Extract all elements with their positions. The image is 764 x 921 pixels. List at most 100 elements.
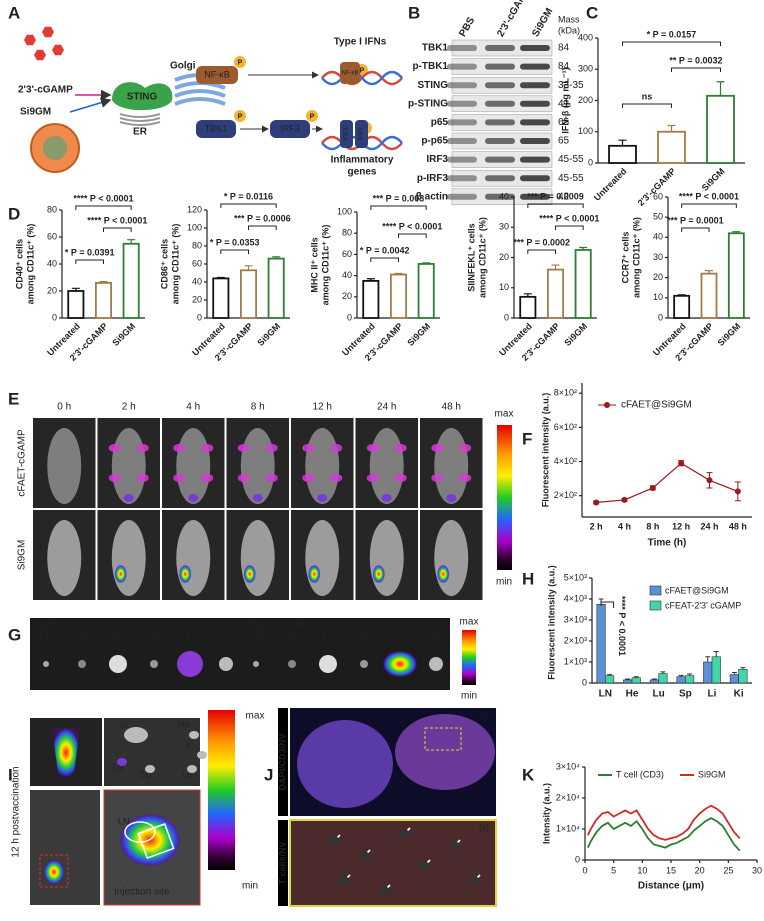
phospho-label: P: [238, 113, 243, 120]
signal: [394, 444, 407, 452]
sting-shape: [112, 82, 173, 111]
x-tick-label: Lu: [653, 689, 665, 700]
legend-label: cFAET@Si9GM: [621, 400, 692, 411]
y-tick-label: 0: [504, 312, 509, 322]
organ: [78, 660, 86, 668]
legend-marker: [604, 402, 610, 408]
blot-band: [485, 45, 515, 51]
blot-band: [447, 175, 477, 182]
y-axis-label: CD40⁺ cells: [14, 239, 24, 289]
significance-label: **** P < 0.0001: [679, 191, 739, 201]
signal: [265, 474, 278, 482]
significance-label: * P = 0.0391: [65, 247, 115, 257]
y-axis-label: among CD11c⁺ (%): [631, 217, 641, 298]
y-tick-label: 40: [47, 258, 57, 268]
inflammatory-label: Inflammatory: [331, 155, 394, 166]
significance-bracket: [370, 257, 399, 262]
significance-label: * P = 0.0353: [210, 237, 260, 247]
panel-letter: F: [522, 429, 532, 448]
y-tick-label: 30: [653, 252, 663, 262]
organ: [189, 731, 199, 739]
organ: [383, 651, 417, 677]
x-axis-label: Distance (μm): [638, 881, 704, 892]
colorbar-label: min: [242, 881, 258, 892]
signal: [330, 474, 343, 482]
y-axis-label: CCR7⁺ cells: [620, 232, 630, 284]
significance-bracket: [370, 205, 427, 210]
signal: [302, 444, 315, 452]
time-label: 12 h: [313, 402, 332, 413]
x-tick-label: Si9GM: [700, 166, 727, 193]
x-tick-label: 20: [695, 865, 705, 875]
arrow: [468, 872, 483, 887]
bar: [267, 257, 285, 319]
signal: [431, 444, 444, 452]
y-tick-label: 120: [187, 204, 202, 214]
legend-label: Si9GM: [698, 769, 726, 779]
significance-label: **** P < 0.0001: [539, 213, 599, 223]
blot-band: [447, 45, 477, 51]
error-bar: [71, 287, 80, 291]
signal: [123, 494, 134, 502]
y-tick-label: 0: [588, 157, 593, 167]
blot-band: [447, 63, 477, 70]
y-axis-label: IFN-β (pg mL⁻¹): [560, 67, 570, 133]
arrow: [328, 832, 343, 847]
blot-mass: 42: [558, 191, 570, 202]
x-tick-label: LN: [599, 689, 612, 700]
ligand-label: 2'3'-cGAMP: [18, 85, 73, 96]
type1-label: Type I IFNs: [334, 37, 387, 48]
signal: [265, 444, 278, 452]
x-axis-label: Time (h): [648, 538, 687, 549]
blot-band: [485, 119, 515, 126]
signal: [114, 565, 127, 583]
colorbar-label: max: [460, 617, 479, 628]
bar: [546, 268, 565, 319]
y-tick-label: 40: [653, 232, 663, 242]
significance-bracket: [220, 249, 249, 254]
blot-mass: 45-55: [558, 154, 584, 165]
line: [596, 462, 739, 504]
blot-band: [485, 63, 515, 70]
blot-band: [520, 100, 550, 107]
phospho-badge: [234, 110, 246, 122]
y-tick-label: 20: [192, 294, 202, 304]
time-label: 4 h: [186, 402, 200, 413]
bar: [67, 290, 85, 319]
organ: [117, 758, 127, 766]
blot-band: [485, 193, 515, 200]
organ: [219, 657, 233, 671]
legend-label: cFAET@Si9GM: [665, 585, 729, 595]
y-tick-label: 100: [337, 206, 352, 216]
group-label: cFAET-cGAMP: [243, 620, 304, 630]
error-bar: [607, 674, 613, 676]
y-tick-label: 10: [499, 282, 509, 292]
blot-band: [485, 138, 515, 144]
x-tick-label: Si9GM: [255, 321, 282, 348]
x-tick-label: Ki: [734, 689, 744, 700]
nfkb-label: NF-κB: [204, 69, 230, 79]
blot-band: [447, 138, 477, 144]
blot-band: [447, 193, 477, 200]
time-label: 8 h: [251, 402, 265, 413]
panel-letter: J: [264, 765, 273, 784]
signal: [302, 474, 315, 482]
y-axis-label: Intensity (a.u.): [541, 783, 551, 844]
organ-image: [30, 618, 240, 690]
significance-bracket: [671, 67, 721, 72]
blot-band: [447, 82, 477, 89]
x-tick-label: Si9GM: [405, 321, 432, 348]
y-tick-label: 0: [52, 312, 57, 322]
point: [734, 488, 741, 495]
y-tick-label: 3×10⁴: [556, 761, 580, 771]
bar: [608, 144, 637, 164]
point: [621, 496, 628, 503]
row-label: Si9GM: [17, 540, 28, 571]
golgi-stack: [174, 97, 226, 106]
blot-protein: p65: [431, 117, 449, 128]
error-bar: [523, 293, 532, 297]
organ-label: Sp: [148, 631, 161, 642]
y-tick-label: 1×10³: [564, 656, 587, 666]
y-tick-label: 30: [499, 222, 509, 232]
panel-letter: K: [522, 765, 535, 784]
